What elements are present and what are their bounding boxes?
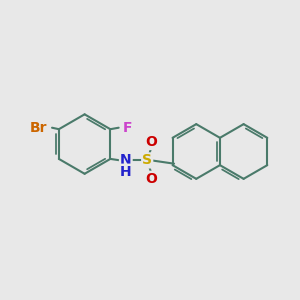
Text: S: S xyxy=(142,153,152,167)
Text: F: F xyxy=(123,121,132,135)
Text: O: O xyxy=(145,135,157,149)
Text: N: N xyxy=(120,153,132,167)
Text: H: H xyxy=(120,165,132,179)
Text: Br: Br xyxy=(29,121,47,135)
Text: O: O xyxy=(145,172,157,186)
